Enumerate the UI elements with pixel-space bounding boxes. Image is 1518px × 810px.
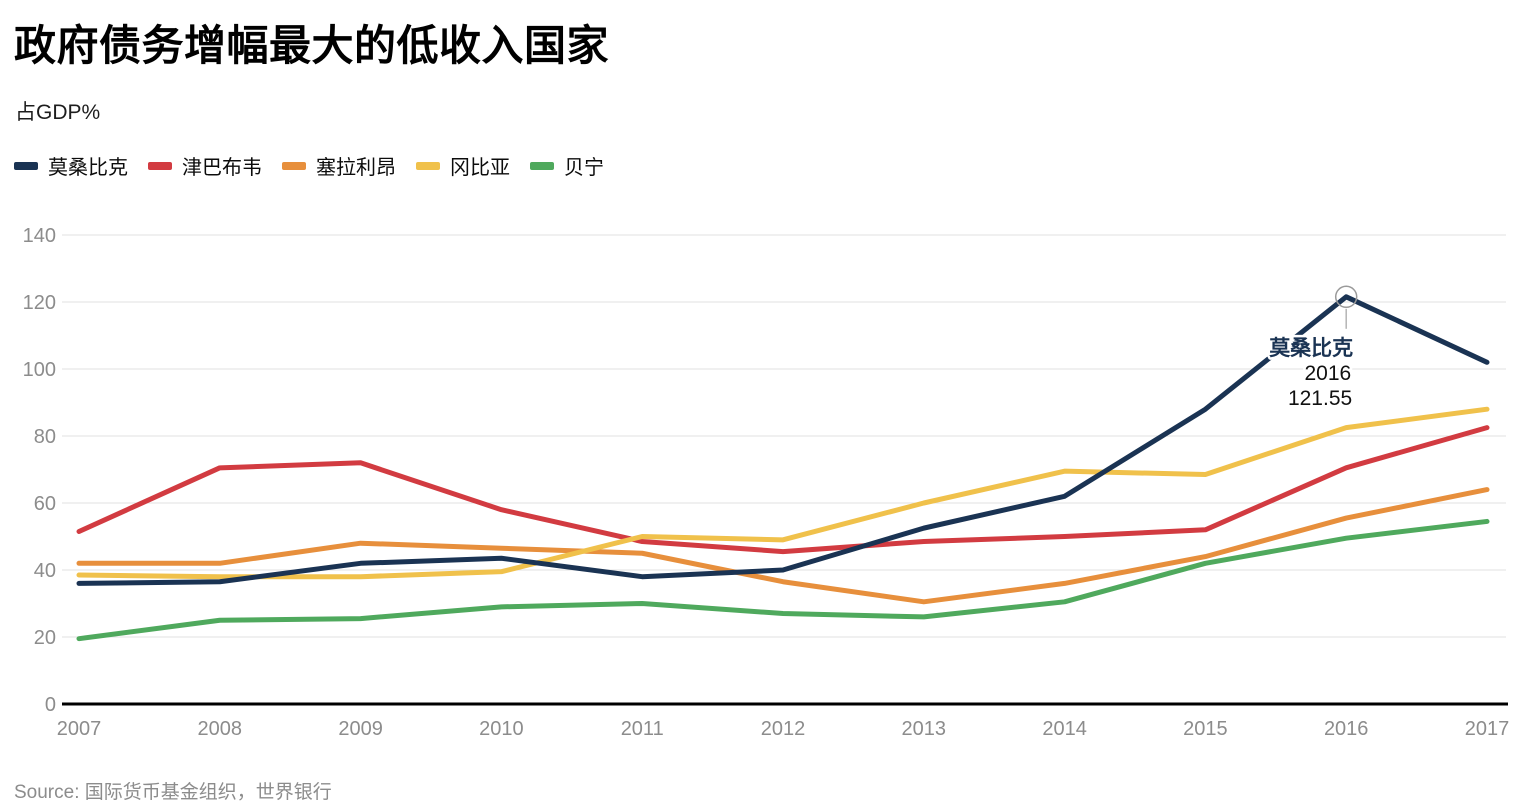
series-line-0: [76, 294, 1490, 586]
legend-label: 贝宁: [564, 157, 604, 179]
y-axis-label: 140: [23, 225, 56, 247]
x-axis-label: 2008: [198, 718, 243, 740]
legend-swatch-icon: [530, 161, 554, 170]
legend-swatch-icon: [416, 161, 440, 170]
series-line-1: [76, 425, 1490, 555]
legend-swatch-icon: [148, 161, 172, 170]
annotation-series-label: 莫桑比克: [1268, 337, 1353, 360]
legend-label: 津巴布韦: [182, 157, 262, 179]
x-axis-label: 2016: [1324, 718, 1369, 740]
y-axis-label: 100: [23, 359, 56, 381]
series-line-4: [76, 518, 1490, 642]
annotation-year-label: 2016: [1304, 362, 1351, 385]
x-axis-label: 2012: [761, 718, 806, 740]
source-note: Source: 国际货币基金组织，世界银行: [14, 782, 332, 803]
legend-item-1: 津巴布韦: [148, 151, 262, 180]
x-axis-label: 2010: [479, 718, 524, 740]
x-axis-label: 2014: [1042, 718, 1087, 740]
y-axis-label: 60: [34, 493, 56, 515]
legend-label: 莫桑比克: [48, 157, 128, 179]
y-axis-label: 0: [45, 694, 56, 716]
x-axis-label: 2013: [902, 718, 947, 740]
x-axis-label: 2015: [1183, 718, 1228, 740]
chart-subtitle: 占GDP%: [15, 101, 101, 124]
chart-title: 政府债务增幅最大的低收入国家: [14, 22, 610, 69]
y-axis-label: 120: [23, 292, 56, 314]
legend-item-3: 冈比亚: [416, 151, 510, 180]
annotation-marker-circle: [1334, 285, 1358, 309]
x-axis-label: 2017: [1465, 718, 1510, 740]
legend-swatch-icon: [14, 161, 38, 170]
x-axis-label: 2011: [621, 718, 664, 740]
x-axis-label: 2009: [338, 718, 383, 740]
y-axis-label: 80: [34, 426, 56, 448]
legend-item-0: 莫桑比克: [14, 151, 128, 180]
legend: 莫桑比克 津巴布韦 塞拉利昂 冈比亚 贝宁: [14, 151, 604, 180]
y-axis-label: 20: [34, 627, 56, 649]
legend-label: 冈比亚: [450, 157, 510, 179]
legend-item-4: 贝宁: [530, 151, 604, 180]
x-axis-label: 2007: [57, 718, 102, 740]
y-axis-label: 40: [34, 560, 56, 582]
annotation-value-label: 121.55: [1288, 387, 1352, 410]
series-line-2: [76, 487, 1490, 605]
series-line-3: [76, 406, 1490, 580]
legend-item-2: 塞拉利昂: [282, 151, 396, 180]
legend-swatch-icon: [282, 161, 306, 170]
legend-label: 塞拉利昂: [316, 157, 396, 179]
